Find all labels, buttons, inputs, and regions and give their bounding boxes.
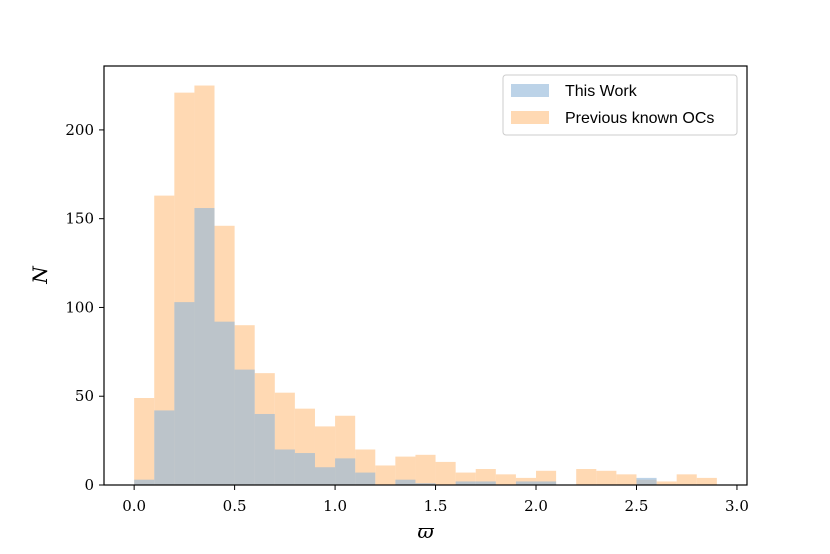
y-tick-label: 150	[65, 210, 94, 228]
bar-this-work	[234, 369, 255, 485]
y-axis-label: N	[28, 265, 52, 285]
x-axis-label: ϖ	[417, 519, 434, 543]
legend-label-previous-known-ocs: Previous known OCs	[565, 110, 714, 127]
bar-this-work	[455, 481, 476, 485]
plot-frame	[103, 65, 748, 486]
bar-this-work	[154, 410, 175, 485]
bar-this-work	[475, 481, 496, 485]
bar-previous-known-ocs	[656, 481, 677, 485]
bar-this-work	[536, 481, 557, 485]
bar-this-work	[355, 472, 376, 485]
bar-this-work	[314, 467, 336, 485]
bar-this-work	[395, 479, 416, 485]
bar-previous-known-ocs	[495, 474, 516, 485]
x-tick-label: 1.0	[323, 497, 347, 515]
x-tick-label: 0.0	[122, 497, 146, 515]
bar-this-work	[335, 458, 356, 485]
x-tick-label: 2.5	[625, 497, 649, 515]
bar-this-work	[515, 481, 537, 485]
bar-previous-known-ocs	[435, 461, 456, 485]
x-tick-label: 3.0	[725, 497, 749, 515]
x-tick-label: 0.5	[223, 497, 247, 515]
legend-box	[502, 74, 738, 136]
legend-swatch-this-work	[511, 84, 549, 97]
x-tick-label: 2.0	[524, 497, 548, 515]
bar-this-work	[194, 208, 215, 485]
legend-label-this-work: This Work	[565, 83, 638, 100]
bar-previous-known-ocs	[596, 470, 617, 485]
x-axis-ticks: 0.0 0.5 1.0 1.5 2.0 2.5 3.0	[122, 485, 749, 515]
bar-this-work	[214, 321, 235, 485]
bar-previous-known-ocs	[696, 477, 717, 485]
bar-this-work	[254, 413, 275, 485]
bar-previous-known-ocs	[676, 474, 697, 485]
bar-this-work	[294, 453, 315, 485]
legend-swatch-previous-known-ocs	[511, 111, 549, 124]
bar-previous-known-ocs	[415, 454, 436, 485]
y-tick-label: 50	[75, 387, 94, 405]
y-tick-label: 200	[65, 121, 94, 139]
bar-previous-known-ocs	[475, 469, 496, 485]
this-work-bars	[134, 208, 657, 485]
bar-previous-known-ocs	[375, 465, 396, 485]
bar-previous-known-ocs	[576, 469, 597, 485]
bar-this-work	[636, 477, 657, 485]
y-axis-ticks: 0 50 100 150 200	[65, 121, 104, 494]
bar-previous-known-ocs	[134, 398, 155, 485]
bar-this-work	[415, 483, 436, 485]
bar-this-work	[174, 302, 195, 485]
bar-previous-known-ocs	[395, 456, 416, 485]
legend: This Work Previous known OCs	[502, 74, 738, 136]
y-tick-label: 100	[65, 298, 94, 316]
bar-this-work	[134, 479, 155, 485]
x-tick-label: 1.5	[424, 497, 448, 515]
y-tick-label: 0	[84, 476, 94, 494]
bar-this-work	[274, 449, 295, 485]
bar-previous-known-ocs	[616, 474, 637, 485]
